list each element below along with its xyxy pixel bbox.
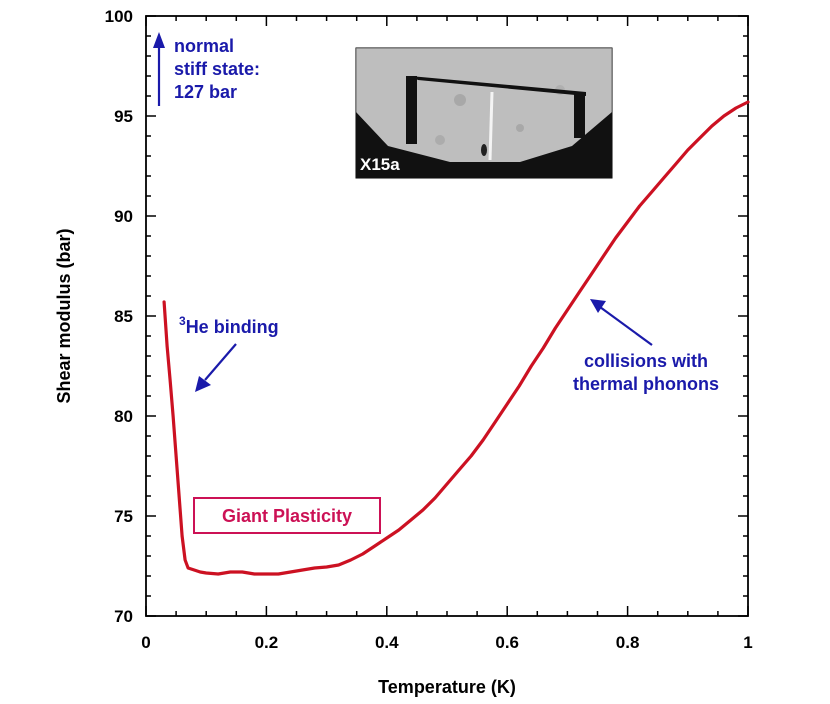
x-tick-labels: 0 0.2 0.4 0.6 0.8 1 (141, 633, 752, 652)
y-tick-label: 100 (105, 7, 133, 26)
x-tick-label: 0.4 (375, 633, 399, 652)
svg-text:collisions with: collisions with (584, 351, 708, 371)
y-tick-label: 90 (114, 207, 133, 226)
axis-ticks (145, 15, 749, 617)
x-tick-label: 0.2 (255, 633, 279, 652)
x-tick-label: 1 (743, 633, 752, 652)
y-tick-labels: 70 75 80 85 90 95 100 (105, 7, 133, 626)
svg-text:Giant Plasticity: Giant Plasticity (222, 506, 352, 526)
annotation-giant-plasticity: Giant Plasticity (193, 497, 381, 534)
annotation-he-binding: 3He binding (179, 314, 279, 392)
svg-text:thermal phonons: thermal phonons (573, 374, 719, 394)
inset-label: X15a (360, 155, 400, 174)
x-axis-title: Temperature (K) (378, 677, 516, 697)
annotation-collisions: collisions with thermal phonons (573, 299, 719, 394)
y-axis-title: Shear modulus (bar) (54, 228, 74, 403)
x-tick-label: 0.6 (495, 633, 519, 652)
y-tick-label: 95 (114, 107, 133, 126)
x-tick-label: 0.8 (616, 633, 640, 652)
y-tick-label: 75 (114, 507, 133, 526)
series-line (162, 100, 750, 576)
svg-text:3He binding: 3He binding (179, 314, 279, 337)
y-tick-label: 80 (114, 407, 133, 426)
svg-text:127 bar: 127 bar (174, 82, 237, 102)
x-tick-label: 0 (141, 633, 150, 652)
svg-text:stiff state:: stiff state: (174, 59, 260, 79)
annotation-normal-stiff-state: normal stiff state: 127 bar (153, 32, 260, 106)
y-tick-label: 70 (114, 607, 133, 626)
y-tick-label: 85 (114, 307, 133, 326)
inset-photo: X15a (355, 47, 613, 179)
svg-text:normal: normal (174, 36, 234, 56)
